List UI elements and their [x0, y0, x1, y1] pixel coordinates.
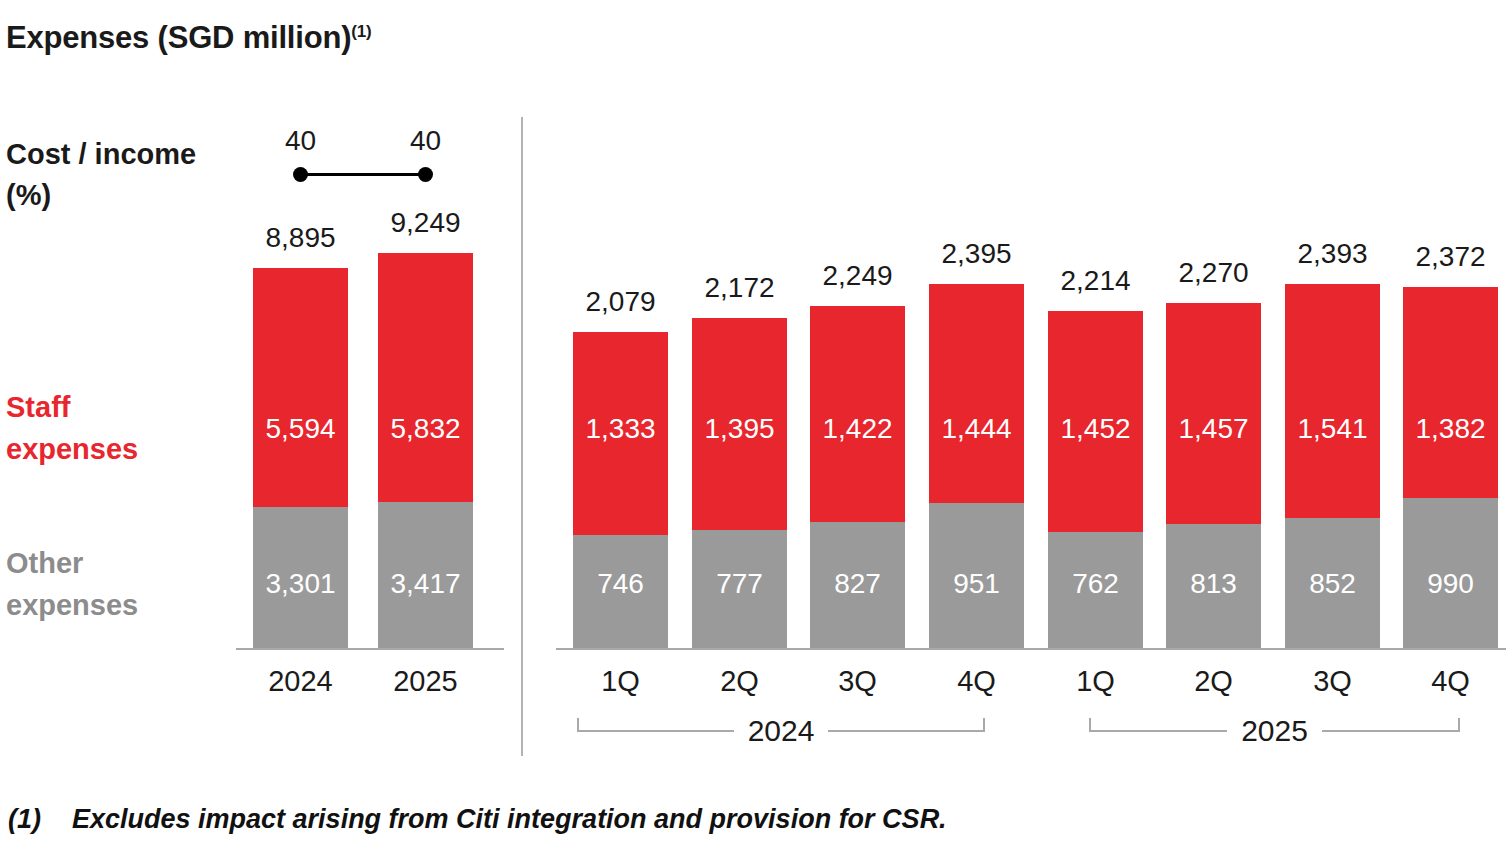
- footnote-marker: (1): [8, 804, 72, 835]
- other-value-label: 990: [1403, 568, 1498, 600]
- category-label-4q-2025: 4Q: [1383, 664, 1512, 698]
- category-label-2q-2024: 2Q: [672, 664, 807, 698]
- total-value-label: 9,249: [348, 207, 503, 239]
- staff-value-label: 1,452: [1048, 413, 1143, 445]
- staff-value-label: 1,395: [692, 413, 787, 445]
- staff-value-label: 5,832: [378, 413, 473, 445]
- quarterly-chart-baseline: [556, 648, 1506, 650]
- page-title-text: Expenses (SGD million): [6, 20, 351, 55]
- other-value-label: 827: [810, 568, 905, 600]
- category-label-1q-2025: 1Q: [1028, 664, 1163, 698]
- bracket-year-label: 2024: [577, 713, 985, 749]
- cost-income-value-label: 40: [386, 126, 466, 156]
- slide: Expenses (SGD million)(1) Cost / income …: [0, 0, 1512, 852]
- cost-income-axis-label: Cost / income (%): [6, 134, 216, 216]
- footnote: (1)Excludes impact arising from Citi int…: [8, 804, 947, 835]
- bracket-year-label: 2025: [1089, 713, 1460, 749]
- other-value-label: 3,301: [253, 568, 348, 600]
- staff-expenses-segment: [1285, 284, 1380, 518]
- other-value-label: 746: [573, 568, 668, 600]
- total-value-label: 2,372: [1373, 241, 1512, 273]
- other-value-label: 813: [1166, 568, 1261, 600]
- staff-expenses-segment: [929, 284, 1024, 503]
- other-value-label: 762: [1048, 568, 1143, 600]
- cost-income-point: [293, 167, 308, 182]
- staff-expenses-segment: [253, 268, 348, 507]
- cost-income-value-label: 40: [261, 126, 341, 156]
- year-bracket-2025: 2025: [1089, 718, 1460, 760]
- staff-value-label: 1,541: [1285, 413, 1380, 445]
- section-divider-line: [521, 117, 523, 756]
- category-label-2025: 2025: [358, 664, 493, 698]
- other-value-label: 951: [929, 568, 1024, 600]
- category-label-3q-2025: 3Q: [1265, 664, 1400, 698]
- legend-other-expenses: Other expenses: [6, 542, 176, 626]
- bracket-year-text: 2024: [734, 713, 829, 749]
- category-label-2024: 2024: [233, 664, 368, 698]
- footnote-text: Excludes impact arising from Citi integr…: [72, 804, 947, 834]
- category-label-3q-2024: 3Q: [790, 664, 925, 698]
- staff-value-label: 5,594: [253, 413, 348, 445]
- cost-income-point: [418, 167, 433, 182]
- year-bracket-2024: 2024: [577, 718, 985, 760]
- staff-value-label: 1,457: [1166, 413, 1261, 445]
- legend-staff-expenses: Staff expenses: [6, 386, 176, 470]
- category-label-2q-2025: 2Q: [1146, 664, 1281, 698]
- category-label-1q-2024: 1Q: [553, 664, 688, 698]
- staff-value-label: 1,422: [810, 413, 905, 445]
- staff-value-label: 1,333: [573, 413, 668, 445]
- staff-value-label: 1,382: [1403, 413, 1498, 445]
- page-title: Expenses (SGD million)(1): [6, 20, 371, 56]
- staff-expenses-segment: [1403, 287, 1498, 498]
- other-value-label: 777: [692, 568, 787, 600]
- staff-value-label: 1,444: [929, 413, 1024, 445]
- category-label-4q-2024: 4Q: [909, 664, 1044, 698]
- other-value-label: 852: [1285, 568, 1380, 600]
- staff-expenses-segment: [378, 253, 473, 502]
- other-value-label: 3,417: [378, 568, 473, 600]
- cost-income-connector-line: [301, 173, 426, 176]
- annual-chart-baseline: [236, 648, 504, 650]
- footnote-ref-superscript: (1): [351, 22, 371, 41]
- bracket-year-text: 2025: [1227, 713, 1322, 749]
